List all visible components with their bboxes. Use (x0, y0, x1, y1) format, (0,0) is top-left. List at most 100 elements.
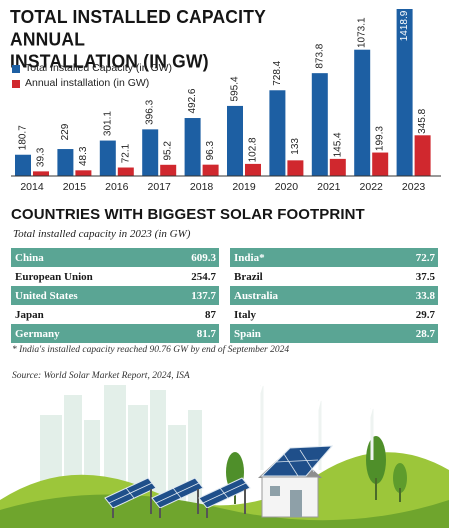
data-label-total-2019: 595.4 (230, 76, 241, 101)
data-label-total-2015: 229 (60, 123, 71, 140)
data-label-total-2017: 396.3 (145, 99, 156, 124)
data-label-total-2014: 180.7 (18, 125, 29, 150)
bar-total-2022 (354, 49, 371, 176)
bar-annual-2022 (372, 152, 389, 176)
country-value: 87 (205, 308, 216, 321)
data-label-annual-2016: 72.1 (120, 143, 131, 163)
bar-total-2014 (15, 154, 31, 176)
bar-total-2016 (99, 140, 116, 176)
country-row: United States 137.7 (11, 286, 219, 305)
country-row: European Union 254.7 (11, 267, 219, 286)
country-name: Japan (15, 308, 44, 321)
chart-title-line-2: INSTALLATION (IN GW) (10, 50, 209, 72)
bar-total-2017 (142, 129, 159, 176)
x-tick-label-2015: 2015 (63, 181, 87, 193)
bar-total-2023 (396, 9, 413, 176)
country-row: Spain 28.7 (230, 324, 438, 343)
country-value: 609.3 (191, 251, 216, 264)
countries-table-left: China 609.3 European Union 254.7 United St… (11, 248, 219, 343)
footnote: * India's installed capacity reached 90.… (12, 345, 290, 355)
x-tick-label-2016: 2016 (105, 181, 129, 193)
bar-annual-2014 (33, 171, 49, 176)
country-name: India* (234, 251, 265, 264)
data-label-annual-2019: 102.8 (248, 137, 259, 162)
data-label-total-2021: 873.8 (314, 43, 325, 68)
x-tick-label-2018: 2018 (190, 181, 214, 193)
countries-subtitle: Total installed capacity in 2023 (in GW) (13, 228, 191, 240)
x-tick-label-2022: 2022 (360, 181, 384, 193)
country-row: Germany 81.7 (11, 324, 219, 343)
legend-item-total: Total Installed Capacity (in GW) (12, 61, 172, 76)
x-tick-label-2014: 2014 (20, 181, 44, 193)
country-row: Australia 33.8 (230, 286, 438, 305)
bar-total-2021 (311, 73, 328, 176)
legend-item-annual: Annual installation (in GW) (12, 76, 172, 91)
country-value: 81.7 (196, 327, 216, 340)
countries-table-right: India* 72.7 Brazil 37.5 Australia 33.8 Ital… (230, 248, 438, 343)
data-label-annual-2022: 199.3 (375, 126, 386, 151)
bar-annual-2020 (287, 160, 304, 176)
bar-total-2018 (184, 118, 201, 176)
country-name: European Union (15, 270, 93, 283)
country-value: 137.7 (191, 289, 216, 302)
data-label-total-2022: 1073.1 (357, 17, 368, 48)
x-tick-label-2023: 2023 (402, 181, 426, 193)
data-label-annual-2015: 48.3 (78, 146, 89, 166)
data-label-total-2020: 728.4 (272, 60, 283, 85)
legend-swatch-annual (12, 79, 20, 88)
source-note: Source: World Solar Market Report, 2024,… (12, 371, 190, 381)
country-row: India* 72.7 (230, 248, 438, 267)
country-value: 33.8 (415, 289, 435, 302)
bar-annual-2019 (245, 163, 261, 176)
countries-title: COUNTRIES WITH BIGGEST SOLAR FOOTPRINT (11, 206, 365, 223)
country-value: 72.7 (415, 251, 435, 264)
country-name: Spain (234, 327, 261, 340)
country-row: Brazil 37.5 (230, 267, 438, 286)
chart-title: TOTAL INSTALLED CAPACITY ANNUAL INSTALLA… (10, 6, 310, 72)
x-tick-label-2017: 2017 (148, 181, 172, 193)
country-row: China 609.3 (11, 248, 219, 267)
bar-total-2019 (227, 105, 243, 176)
country-value: 37.5 (415, 270, 435, 283)
chart-title-line-1: TOTAL INSTALLED CAPACITY ANNUAL (10, 6, 266, 50)
country-name: United States (15, 289, 78, 302)
bar-annual-2016 (117, 167, 134, 176)
country-value: 28.7 (415, 327, 435, 340)
data-label-total-2018: 492.6 (187, 88, 198, 113)
data-label-annual-2020: 133 (290, 138, 301, 155)
bar-chart: 180.7 39.3 2014 229 48.3 2015 301.1 72.1 2016 396… (11, 9, 441, 193)
bar-annual-2017 (160, 164, 177, 176)
legend-swatch-total (12, 64, 20, 73)
data-label-annual-2018: 96.3 (205, 140, 216, 160)
data-label-annual-2017: 95.2 (163, 141, 174, 161)
country-name: Australia (234, 289, 278, 302)
x-tick-label-2019: 2019 (232, 181, 256, 193)
data-label-annual-2021: 145.4 (332, 132, 343, 157)
country-name: Italy (234, 308, 256, 321)
country-row: Italy 29.7 (230, 305, 438, 324)
x-tick-label-2021: 2021 (317, 181, 341, 193)
x-tick-label-2020: 2020 (275, 181, 299, 193)
country-value: 254.7 (191, 270, 216, 283)
bar-annual-2018 (202, 164, 219, 176)
country-name: Germany (15, 327, 60, 340)
chart-legend: Total Installed Capacity (in GW) Annual … (12, 61, 172, 91)
house-image (258, 445, 334, 518)
bar-annual-2015 (75, 170, 92, 176)
bar-annual-2021 (329, 158, 346, 176)
bar-annual-2023 (414, 135, 431, 176)
solar-panels-image (104, 477, 251, 518)
solar-landscape-illustration (0, 373, 449, 528)
data-label-total-2023: 1418.9 (399, 10, 410, 41)
legend-label-annual: Annual installation (in GW) (25, 77, 150, 89)
data-label-total-2016: 301.1 (102, 111, 113, 136)
legend-label-total: Total Installed Capacity (in GW) (25, 62, 173, 74)
data-label-annual-2014: 39.3 (36, 147, 47, 167)
bar-total-2015 (57, 149, 74, 176)
country-value: 29.7 (415, 308, 435, 321)
country-row: Japan 87 (11, 305, 219, 324)
bar-total-2020 (269, 90, 286, 176)
data-label-annual-2023: 345.8 (417, 108, 428, 133)
country-name: China (15, 251, 44, 264)
country-name: Brazil (234, 270, 263, 283)
